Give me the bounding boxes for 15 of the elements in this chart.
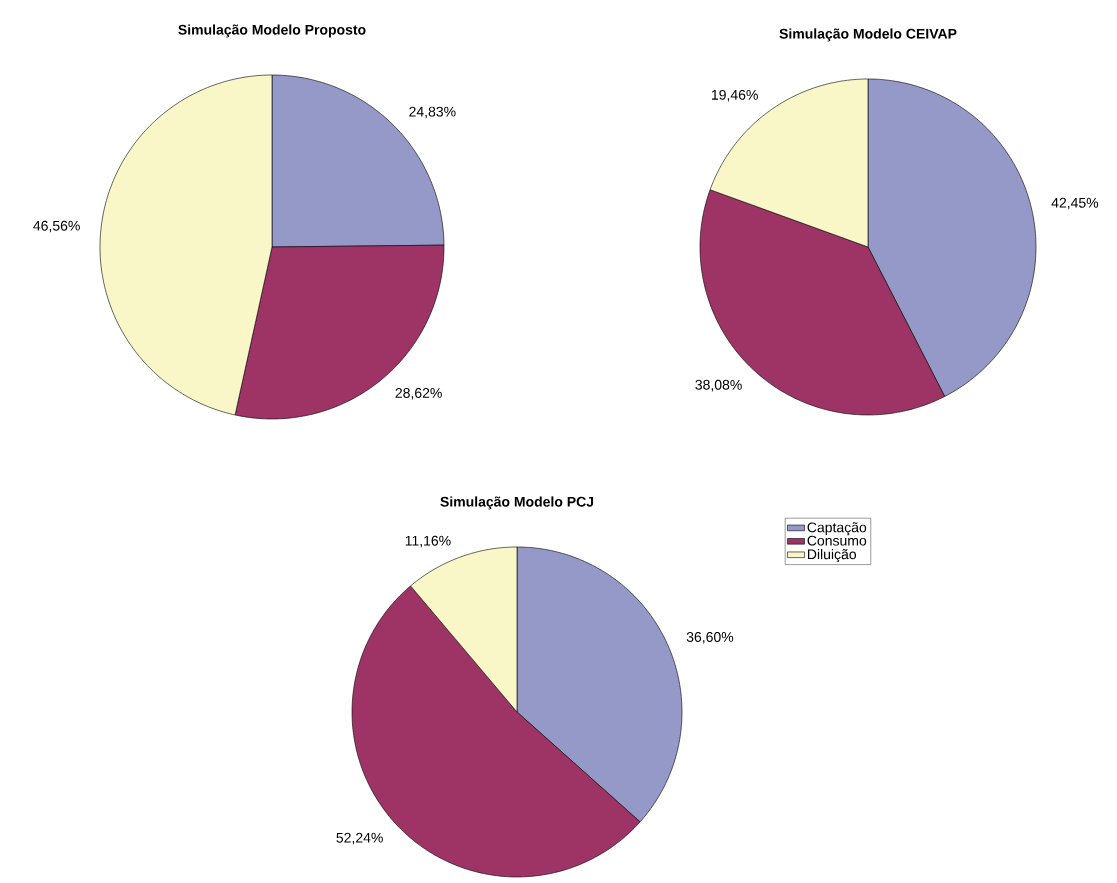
data-label: 24,83% xyxy=(409,106,456,119)
data-label: 28,62% xyxy=(395,387,442,400)
legend-label: Diluição xyxy=(807,548,857,563)
chart-title: Simulação Modelo Proposto xyxy=(178,24,366,38)
data-label: 38,08% xyxy=(695,379,742,392)
data-label: 19,46% xyxy=(711,89,758,102)
chart-title: Simulação Modelo PCJ xyxy=(440,496,594,510)
data-label: 11,16% xyxy=(405,535,451,548)
data-label: 42,45% xyxy=(1051,197,1099,210)
data-label: 52,24% xyxy=(336,832,383,845)
chart-title: Simulação Modelo CEIVAP xyxy=(779,28,957,42)
data-label: 46,56% xyxy=(33,220,80,233)
legend-label: Consumo xyxy=(807,535,867,546)
data-label: 36,60% xyxy=(686,632,734,644)
legend-label: Captação xyxy=(807,522,867,536)
